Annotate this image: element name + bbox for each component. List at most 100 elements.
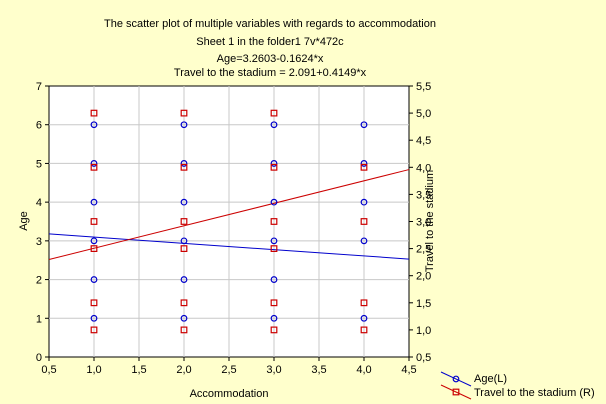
y-left-tick-label: 6 (36, 120, 42, 132)
title-line-1: The scatter plot of multiple variables w… (104, 18, 436, 30)
travel-point (180, 109, 188, 117)
title-line-4: Travel to the stadium = 2.091+0.4149*x (174, 67, 367, 79)
y-left-tick-label: 4 (36, 197, 42, 209)
y-right-tick-label: 3,5 (416, 189, 431, 201)
data-points (90, 109, 368, 334)
y-left-tick-label: 5 (36, 158, 42, 170)
y-right-tick-label: 1,5 (416, 298, 431, 310)
age-point (270, 121, 278, 129)
age-point (270, 237, 278, 245)
y-right-tick-label: 4,5 (416, 135, 431, 147)
y-axis-right-label: Travel to the stadium (424, 170, 436, 272)
travel-point (90, 163, 98, 171)
y-right-tick-label: 1,0 (416, 325, 431, 337)
title-line-3: Age=3.2603-0.1624*x (217, 53, 324, 65)
x-tick-label: 3,0 (266, 364, 281, 376)
age-point (270, 160, 278, 167)
age-point (270, 198, 278, 206)
x-axis-label: Accommodation (190, 388, 269, 400)
age-point (180, 160, 188, 167)
y-right-tick-label: 4,0 (416, 162, 431, 174)
travel-point (90, 326, 98, 334)
travel-fit-line (48, 169, 410, 261)
x-tick-label: 3,5 (311, 364, 326, 376)
age-point (360, 314, 368, 322)
legend-travel-label: Travel to the stadium (R) (474, 387, 595, 399)
travel-point (270, 245, 278, 253)
chart-title: The scatter plot of multiple variables w… (104, 18, 436, 79)
age-point (360, 198, 368, 206)
y-axis-left-label: Age (18, 211, 30, 231)
x-tick-label: 4,5 (401, 364, 416, 376)
y-left-tick-label: 0 (36, 352, 42, 364)
grid-lines (49, 86, 409, 357)
x-axis-ticks: 0,5 1,0 1,5 2,0 2,5 3,0 3,5 4,0 4,5 (41, 357, 417, 376)
y-left-tick-label: 3 (36, 236, 42, 248)
travel-point (90, 109, 98, 117)
travel-point (90, 245, 98, 253)
y-left-tick-label: 2 (36, 275, 42, 287)
legend-age-marker (452, 375, 460, 383)
age-point (180, 237, 188, 245)
legend-travel-marker (452, 388, 460, 396)
travel-point (360, 218, 368, 225)
y-right-tick-label: 3,0 (416, 217, 431, 229)
x-tick-label: 0,5 (41, 364, 56, 376)
x-tick-label: 4,0 (356, 364, 371, 376)
travel-point (270, 218, 278, 225)
age-point (90, 276, 98, 283)
y-right-tick-label: 0,5 (416, 352, 431, 364)
age-point (180, 198, 188, 206)
age-fit-line (48, 233, 410, 260)
y-axis-left-ticks: 0 1 2 3 4 5 6 7 (36, 81, 49, 364)
age-point (90, 160, 98, 167)
y-right-tick-label: 2,5 (416, 244, 431, 256)
age-point (360, 160, 368, 167)
x-tick-label: 2,5 (221, 364, 236, 376)
x-tick-label: 1,0 (86, 364, 101, 376)
age-point (180, 314, 188, 322)
regression-lines (48, 169, 410, 261)
age-point (180, 276, 188, 283)
x-tick-label: 1,5 (131, 364, 146, 376)
x-tick-label: 2,0 (176, 364, 191, 376)
legend-item-travel: Travel to the stadium (R) (440, 384, 595, 400)
travel-point (180, 299, 188, 307)
age-point (270, 314, 278, 322)
age-point (360, 237, 368, 245)
age-point (270, 276, 278, 283)
y-right-tick-label: 5,5 (416, 81, 431, 93)
age-point (90, 121, 98, 129)
legend: Age(L) Travel to the stadium (R) (440, 371, 595, 400)
y-left-tick-label: 1 (36, 313, 42, 325)
travel-point (360, 163, 368, 171)
travel-point (180, 245, 188, 253)
travel-point (180, 326, 188, 334)
title-line-2: Sheet 1 in the folder1 7v*472c (196, 36, 344, 48)
y-left-tick-label: 7 (36, 81, 42, 93)
y-axis-right-ticks: 0,5 1,0 1,5 2,0 2,5 3,0 3,5 4,0 4,5 5,0 5,5 (409, 81, 431, 364)
age-point (360, 121, 368, 129)
travel-point (90, 299, 98, 307)
age-point (180, 121, 188, 129)
age-point (90, 198, 98, 206)
legend-travel-line (440, 384, 472, 400)
y-right-tick-label: 2,0 (416, 271, 431, 283)
age-point (90, 314, 98, 322)
travel-point (270, 326, 278, 334)
age-point (90, 237, 98, 245)
travel-point (270, 299, 278, 307)
travel-point (270, 163, 278, 171)
travel-point (270, 109, 278, 117)
travel-point (360, 299, 368, 307)
legend-age-line (440, 371, 472, 387)
travel-point (180, 218, 188, 225)
travel-point (180, 163, 188, 171)
legend-age-label: Age(L) (474, 373, 507, 385)
travel-point (90, 218, 98, 225)
travel-point (360, 326, 368, 334)
legend-item-age: Age(L) (440, 371, 507, 387)
y-right-tick-label: 5,0 (416, 108, 431, 120)
